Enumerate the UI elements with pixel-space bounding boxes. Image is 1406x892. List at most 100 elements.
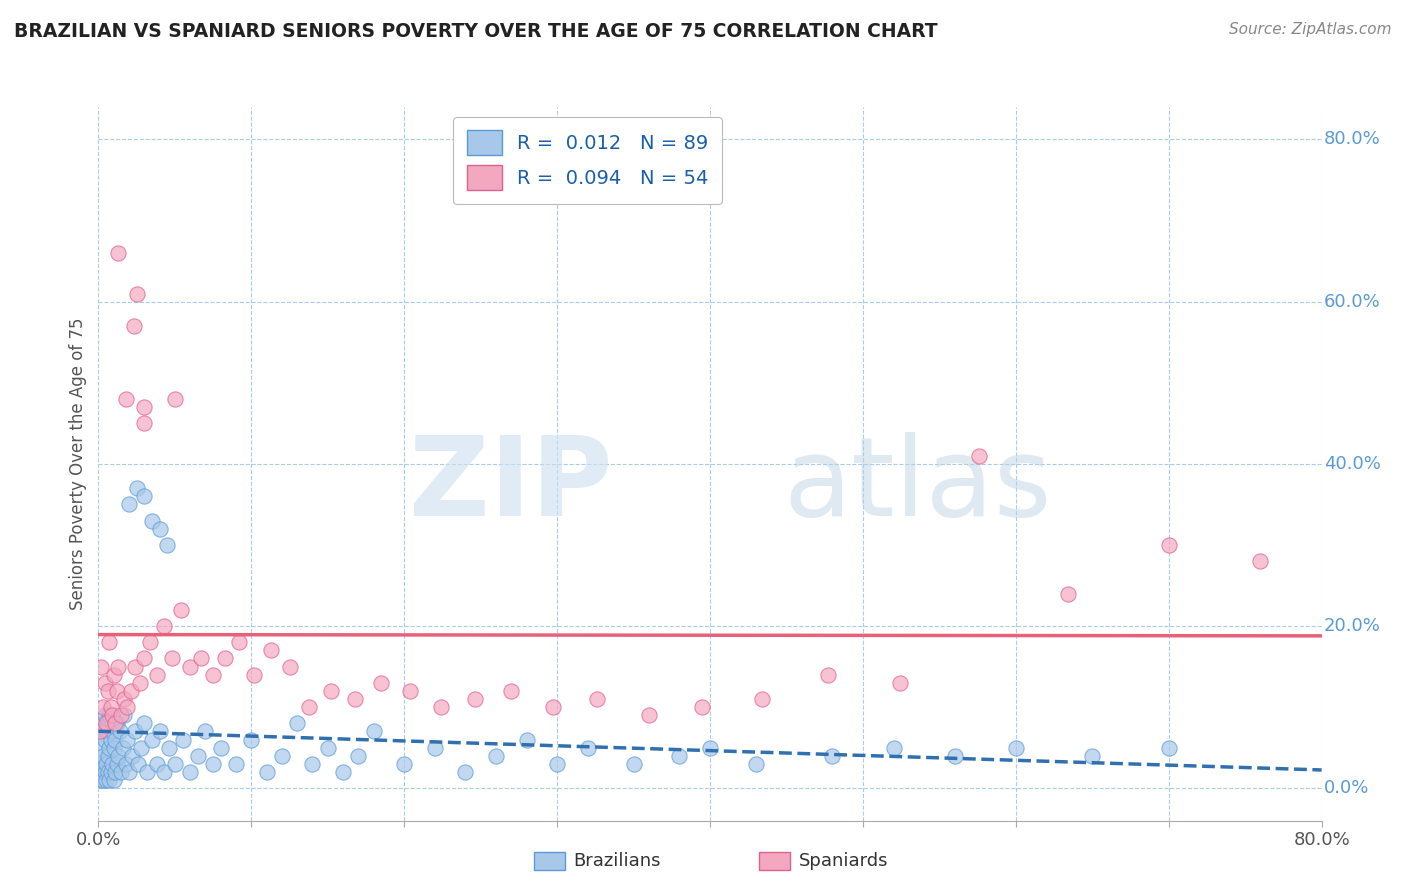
Point	[883, 740, 905, 755]
Point	[187, 748, 209, 763]
Point	[454, 764, 477, 779]
Point	[91, 748, 114, 763]
Point	[179, 659, 201, 673]
Point	[115, 392, 138, 406]
Point	[501, 684, 523, 698]
Point	[225, 756, 247, 771]
Point	[270, 748, 292, 763]
Point	[668, 748, 690, 763]
Point	[316, 740, 339, 755]
Point	[392, 756, 416, 771]
Point	[128, 675, 150, 690]
Point	[967, 449, 990, 463]
Point	[94, 724, 117, 739]
Point	[163, 756, 186, 771]
Point	[464, 692, 486, 706]
Point	[136, 764, 159, 779]
Point	[98, 708, 121, 723]
Point	[107, 659, 129, 673]
Point	[228, 635, 250, 649]
Point	[104, 764, 127, 779]
Point	[1157, 740, 1180, 755]
Point	[172, 732, 194, 747]
Point	[157, 740, 180, 755]
Point	[134, 417, 156, 431]
Point	[91, 773, 114, 788]
Point	[149, 724, 172, 739]
Point	[141, 732, 163, 747]
Point	[141, 514, 163, 528]
Point	[90, 724, 112, 739]
Point	[160, 651, 183, 665]
Point	[190, 651, 212, 665]
Point	[485, 748, 508, 763]
Point	[134, 400, 156, 414]
Point	[98, 773, 121, 788]
Point	[1004, 740, 1026, 755]
Point	[637, 708, 661, 723]
Point	[943, 748, 966, 763]
Point	[202, 667, 225, 681]
Text: BRAZILIAN VS SPANIARD SENIORS POVERTY OVER THE AGE OF 75 CORRELATION CHART: BRAZILIAN VS SPANIARD SENIORS POVERTY OV…	[14, 22, 938, 41]
Point	[399, 684, 422, 698]
Point	[344, 692, 367, 706]
Point	[110, 708, 132, 723]
Point	[134, 716, 156, 731]
Text: 20.0%: 20.0%	[1324, 617, 1381, 635]
Point	[90, 756, 112, 771]
Point	[91, 700, 114, 714]
Point	[134, 489, 156, 503]
Point	[89, 764, 111, 779]
Point	[301, 756, 323, 771]
Text: atlas: atlas	[783, 432, 1052, 539]
Point	[94, 756, 117, 771]
Point	[90, 659, 112, 673]
Point	[153, 764, 176, 779]
Point	[111, 740, 134, 755]
Point	[1056, 586, 1078, 600]
Point	[1157, 538, 1180, 552]
Point	[889, 675, 911, 690]
Point	[100, 732, 122, 747]
Text: Brazilians: Brazilians	[574, 852, 661, 870]
Text: 60.0%: 60.0%	[1324, 293, 1381, 310]
Text: Source: ZipAtlas.com: Source: ZipAtlas.com	[1229, 22, 1392, 37]
Point	[118, 497, 141, 511]
Point	[108, 724, 131, 739]
Point	[107, 246, 129, 260]
Point	[209, 740, 232, 755]
Point	[97, 684, 120, 698]
Point	[117, 732, 139, 747]
Point	[260, 643, 283, 657]
Point	[101, 724, 124, 739]
Point	[363, 724, 385, 739]
Point	[118, 764, 141, 779]
Point	[243, 667, 266, 681]
Point	[129, 740, 152, 755]
Text: 0.0%: 0.0%	[1324, 780, 1369, 797]
Point	[103, 773, 125, 788]
Point	[89, 740, 111, 755]
Y-axis label: Seniors Poverty Over the Age of 75: Seniors Poverty Over the Age of 75	[69, 318, 87, 610]
Point	[586, 692, 609, 706]
Point	[97, 748, 120, 763]
Text: 80.0%: 80.0%	[1324, 130, 1381, 148]
Point	[285, 716, 308, 731]
Point	[124, 659, 146, 673]
Point	[105, 756, 128, 771]
Point	[93, 732, 115, 747]
Point	[1249, 554, 1271, 568]
Point	[699, 740, 721, 755]
Point	[115, 756, 138, 771]
Point	[103, 740, 125, 755]
Point	[97, 764, 120, 779]
Legend: R =  0.012   N = 89, R =  0.094   N = 54: R = 0.012 N = 89, R = 0.094 N = 54	[453, 117, 723, 203]
Point	[121, 748, 143, 763]
Point	[100, 764, 122, 779]
Point	[423, 740, 446, 755]
Point	[817, 667, 839, 681]
Point	[430, 700, 453, 714]
Point	[139, 635, 162, 649]
Point	[124, 724, 146, 739]
Point	[623, 756, 645, 771]
